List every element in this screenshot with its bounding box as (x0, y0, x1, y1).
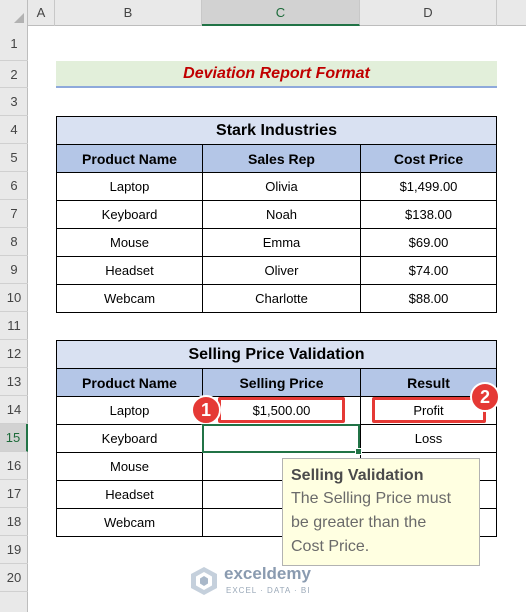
highlight-selling-price (218, 397, 345, 423)
exceldemy-logo-icon (191, 567, 217, 595)
row-header[interactable]: 20 (0, 564, 28, 592)
table2-caption[interactable]: Selling Price Validation (57, 341, 497, 369)
highlight-result (372, 397, 486, 423)
column-header-d[interactable]: D (360, 0, 497, 26)
stark-industries-table: Stark Industries Product Name Sales Rep … (56, 116, 497, 313)
step-badge-1: 1 (191, 395, 221, 425)
row-header[interactable]: 13 (0, 368, 28, 396)
row-header[interactable]: 3 (0, 88, 28, 116)
table1-cell[interactable]: $138.00 (361, 201, 497, 229)
watermark-tagline: EXCEL · DATA · BI (226, 586, 311, 595)
table1-cell[interactable]: $74.00 (361, 257, 497, 285)
row-header[interactable]: 11 (0, 312, 28, 340)
table2-cell[interactable]: Profit (361, 397, 497, 425)
table1-cell[interactable]: Laptop (57, 173, 203, 201)
column-header-e[interactable] (497, 0, 526, 26)
row-header[interactable]: 19 (0, 536, 28, 564)
table1-cell[interactable]: $1,499.00 (361, 173, 497, 201)
report-title-cell[interactable]: Deviation Report Format (56, 61, 497, 88)
table1-header-cost[interactable]: Cost Price (361, 145, 497, 173)
table2-cell[interactable]: Headset (57, 481, 203, 509)
row-header[interactable]: 1 (0, 26, 28, 61)
table1-cell[interactable]: Headset (57, 257, 203, 285)
report-title: Deviation Report Format (183, 64, 370, 82)
validation-message-line: be greater than the (291, 514, 427, 531)
table1-caption[interactable]: Stark Industries (57, 117, 497, 145)
table1-cell[interactable]: Charlotte (203, 285, 361, 313)
table2-header-sellingprice[interactable]: Selling Price (203, 369, 361, 397)
row-header[interactable]: 12 (0, 340, 28, 368)
table1-cell[interactable]: Noah (203, 201, 361, 229)
table1-cell[interactable]: Oliver (203, 257, 361, 285)
table1-header-salesrep[interactable]: Sales Rep (203, 145, 361, 173)
validation-message-line: Cost Price. (291, 538, 370, 555)
table1-cell[interactable]: $69.00 (361, 229, 497, 257)
row-header-strip: 1 2 3 4 5 6 7 8 9 10 11 12 13 14 15 16 1… (0, 26, 28, 612)
table1-cell[interactable]: Olivia (203, 173, 361, 201)
column-header-c[interactable]: C (202, 0, 360, 26)
table1-header-product[interactable]: Product Name (57, 145, 203, 173)
table2-cell[interactable]: Mouse (57, 453, 203, 481)
row-header[interactable]: 10 (0, 284, 28, 312)
row-header[interactable]: 7 (0, 200, 28, 228)
row-header[interactable]: 18 (0, 508, 28, 536)
table1-cell[interactable]: Webcam (57, 285, 203, 313)
row-header-active[interactable]: 15 (0, 424, 28, 452)
row-header[interactable]: 16 (0, 452, 28, 480)
validation-message-title: Selling Validation (291, 467, 424, 484)
table1-cell[interactable]: $88.00 (361, 285, 497, 313)
table1-cell[interactable]: Keyboard (57, 201, 203, 229)
row-header[interactable]: 14 (0, 396, 28, 424)
column-header-a[interactable]: A (28, 0, 55, 26)
validation-message-line: The Selling Price must (291, 490, 452, 507)
table2-cell[interactable]: Loss (361, 425, 497, 453)
row-header[interactable]: 4 (0, 116, 28, 144)
row-header[interactable]: 2 (0, 61, 28, 88)
table1-cell[interactable]: Mouse (57, 229, 203, 257)
fill-handle[interactable] (355, 448, 362, 455)
validation-message-body: The Selling Price must be greater than t… (291, 487, 471, 559)
table2-cell[interactable]: Keyboard (57, 425, 203, 453)
validation-input-message: Selling Validation The Selling Price mus… (282, 458, 480, 566)
exceldemy-watermark: exceldemy EXCEL · DATA · BI (190, 562, 340, 602)
select-all-corner[interactable] (0, 0, 28, 26)
column-header-b[interactable]: B (55, 0, 202, 26)
table1-cell[interactable]: Emma (203, 229, 361, 257)
column-header-strip: A B C D (0, 0, 526, 26)
table2-cell[interactable]: Webcam (57, 509, 203, 537)
row-header[interactable]: 5 (0, 144, 28, 172)
row-header[interactable]: 6 (0, 172, 28, 200)
watermark-name: exceldemy (224, 564, 311, 583)
step-badge-2: 2 (470, 382, 500, 412)
row-header[interactable]: 8 (0, 228, 28, 256)
table2-cell[interactable]: Laptop (57, 397, 203, 425)
row-header[interactable]: 9 (0, 256, 28, 284)
active-cell-selection[interactable] (202, 424, 360, 453)
row-header[interactable]: 17 (0, 480, 28, 508)
table2-header-product[interactable]: Product Name (57, 369, 203, 397)
